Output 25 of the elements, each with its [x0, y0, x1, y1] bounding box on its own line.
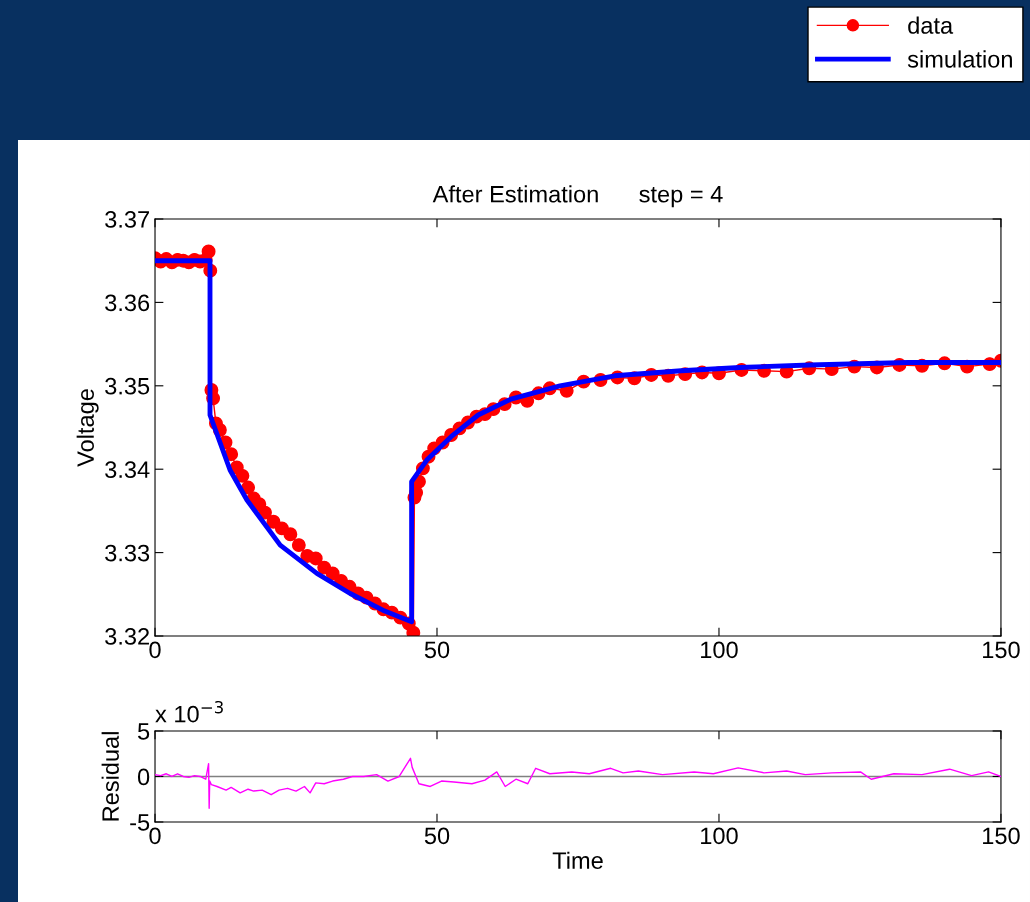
x-tick-label: 0	[149, 641, 161, 659]
x-tick-label: 100	[701, 641, 738, 659]
chart-title: After Estimation step = 4	[432, 185, 723, 208]
y-tick-label: 5	[137, 723, 150, 740]
x-tick-label: 50	[424, 641, 450, 659]
line-series	[155, 757, 1001, 810]
x-tick-label: 150	[983, 641, 1020, 659]
y-tick-label: -5	[130, 814, 150, 831]
x-tick-label: 50	[424, 827, 450, 845]
text: x 10$^{−3}$	[155, 700, 223, 723]
y-tick-label: 3.33	[105, 544, 150, 562]
x-tick-label: 0	[149, 827, 161, 845]
x-axis-title: Time	[552, 851, 603, 869]
y-tick-label: 3.37	[105, 211, 149, 228]
y-tick-label: 3.32	[105, 628, 149, 645]
legend-label: data	[908, 16, 954, 34]
y-tick-label: 0	[137, 768, 150, 786]
y-axis-title: Residual	[101, 732, 119, 821]
x-tick-label: 150	[983, 827, 1020, 845]
x-tick-label: 100	[701, 827, 738, 845]
y-tick-label: 3.34	[105, 461, 150, 478]
y-tick-label: 3.35	[105, 377, 150, 395]
y-axis-title: Voltage	[76, 389, 99, 467]
legend-label: simulation	[907, 50, 1012, 68]
y-tick-label: 3.36	[105, 294, 150, 312]
